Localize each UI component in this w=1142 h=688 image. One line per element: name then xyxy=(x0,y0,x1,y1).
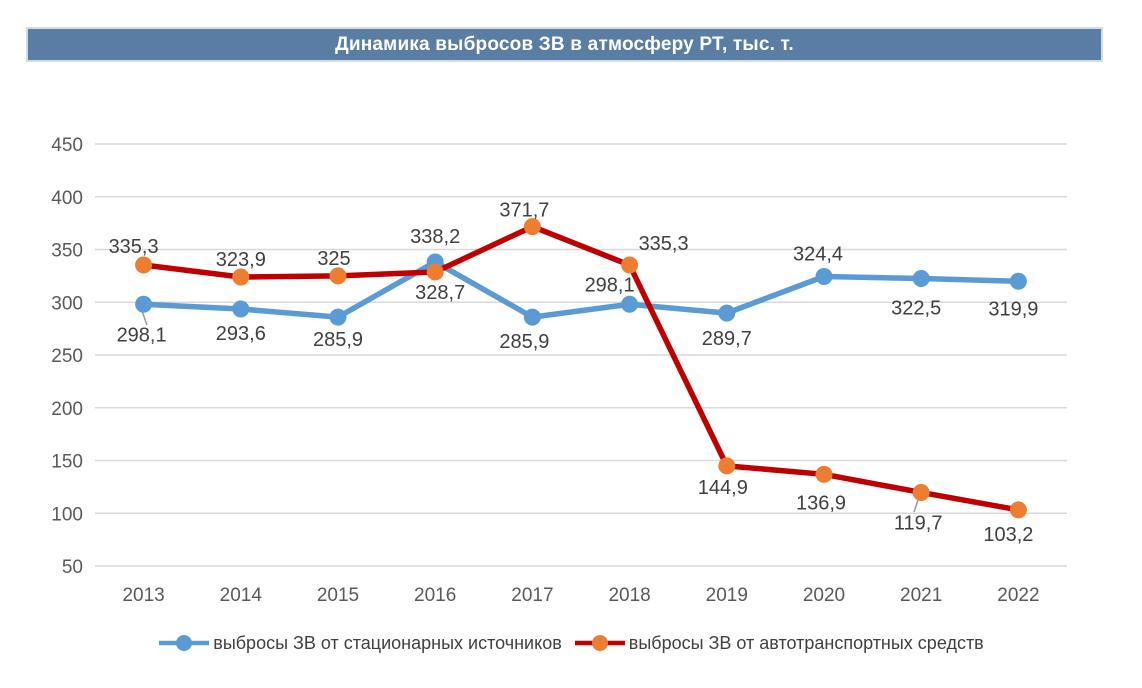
data-point-stationary[interactable] xyxy=(912,270,930,288)
x-axis-tick-label: 2022 xyxy=(997,585,1039,606)
data-point-stationary[interactable] xyxy=(1009,272,1027,290)
x-axis-tick-label: 2013 xyxy=(122,585,164,606)
data-label-stationary: 322,5 xyxy=(891,298,941,320)
x-axis-tick-label: 2018 xyxy=(608,585,650,606)
x-axis-tick-label: 2021 xyxy=(900,585,942,606)
label-leader-line xyxy=(913,499,919,513)
legend-label-stationary: выбросы ЗВ от стационарных источников xyxy=(213,632,562,653)
x-axis-tick-label: 2015 xyxy=(317,585,359,606)
chart-title-bar: Динамика выбросов ЗВ в атмосферу РТ, тыс… xyxy=(26,27,1103,62)
legend-marker-stationary-icon xyxy=(159,635,210,651)
data-point-vehicles[interactable] xyxy=(426,263,444,281)
y-axis-tick-label: 150 xyxy=(51,452,83,473)
data-point-stationary[interactable] xyxy=(329,308,347,326)
data-label-stationary: 285,9 xyxy=(499,331,549,353)
data-label-stationary: 293,6 xyxy=(216,323,266,345)
x-axis-tick-label: 2020 xyxy=(803,585,845,606)
x-axis-tick-label: 2016 xyxy=(414,585,456,606)
data-label-stationary: 298,1 xyxy=(585,274,635,296)
data-point-vehicles[interactable] xyxy=(232,268,250,286)
data-point-stationary[interactable] xyxy=(135,295,153,313)
label-leader-line xyxy=(141,310,148,326)
data-label-vehicles: 323,9 xyxy=(216,249,266,271)
x-axis-tick-label: 2017 xyxy=(511,585,553,606)
data-label-vehicles: 325 xyxy=(317,248,350,270)
y-axis-tick-label: 300 xyxy=(51,293,83,314)
data-label-stationary: 324,4 xyxy=(793,244,843,266)
data-label-vehicles: 328,7 xyxy=(415,282,465,304)
data-point-vehicles[interactable] xyxy=(718,457,736,475)
legend-item-stationary[interactable]: выбросы ЗВ от стационарных источников xyxy=(158,633,562,654)
legend-marker-vehicles-icon xyxy=(574,635,625,651)
data-label-vehicles: 371,7 xyxy=(499,200,549,222)
y-axis-tick-label: 50 xyxy=(62,557,83,578)
data-label-stationary: 285,9 xyxy=(313,329,363,351)
data-point-vehicles[interactable] xyxy=(1009,501,1027,519)
data-label-stationary: 298,1 xyxy=(117,324,167,346)
data-point-vehicles[interactable] xyxy=(815,465,833,483)
series-line-vehicles xyxy=(140,223,1022,513)
y-axis-tick-label: 400 xyxy=(51,188,83,209)
data-label-vehicles: 335,3 xyxy=(639,233,689,255)
y-axis-tick-label: 350 xyxy=(51,241,83,262)
data-point-vehicles[interactable] xyxy=(329,267,347,285)
data-point-stationary[interactable] xyxy=(718,304,736,322)
data-point-stationary[interactable] xyxy=(815,268,833,286)
data-label-stationary: 319,9 xyxy=(988,298,1038,320)
legend-dot-stationary xyxy=(176,635,193,651)
chart-title: Динамика выбросов ЗВ в атмосферу РТ, тыс… xyxy=(335,33,794,55)
chart-legend: выбросы ЗВ от стационарных источников вы… xyxy=(0,628,1142,658)
y-axis-tick-label: 450 xyxy=(51,135,83,156)
data-label-vehicles: 136,9 xyxy=(796,492,846,514)
legend-item-vehicles[interactable]: выбросы ЗВ от автотранспортных средств xyxy=(574,633,984,654)
x-axis-tick-label: 2019 xyxy=(706,585,748,606)
data-label-vehicles: 335,3 xyxy=(109,236,159,258)
data-point-vehicles[interactable] xyxy=(135,256,153,274)
legend-dot-vehicles xyxy=(591,635,608,651)
data-point-vehicles[interactable] xyxy=(912,483,930,501)
data-label-vehicles: 119,7 xyxy=(894,512,943,534)
data-point-vehicles[interactable] xyxy=(523,218,541,236)
y-axis-tick-label: 200 xyxy=(51,399,83,420)
data-point-stationary[interactable] xyxy=(523,308,541,326)
x-axis-tick-label: 2014 xyxy=(220,585,263,606)
data-point-stationary[interactable] xyxy=(232,300,250,318)
y-axis-tick-label: 250 xyxy=(51,346,83,367)
data-label-vehicles: 144,9 xyxy=(698,477,748,499)
data-label-vehicles: 103,2 xyxy=(983,524,1033,546)
data-point-stationary[interactable] xyxy=(621,295,639,313)
y-axis-tick-label: 100 xyxy=(51,504,83,525)
data-label-stationary: 289,7 xyxy=(702,328,752,350)
legend-label-vehicles: выбросы ЗВ от автотранспортных средств xyxy=(628,632,984,653)
data-label-stationary: 338,2 xyxy=(410,226,460,248)
series-line-stationary xyxy=(140,259,1022,320)
data-point-vehicles[interactable] xyxy=(621,256,639,274)
